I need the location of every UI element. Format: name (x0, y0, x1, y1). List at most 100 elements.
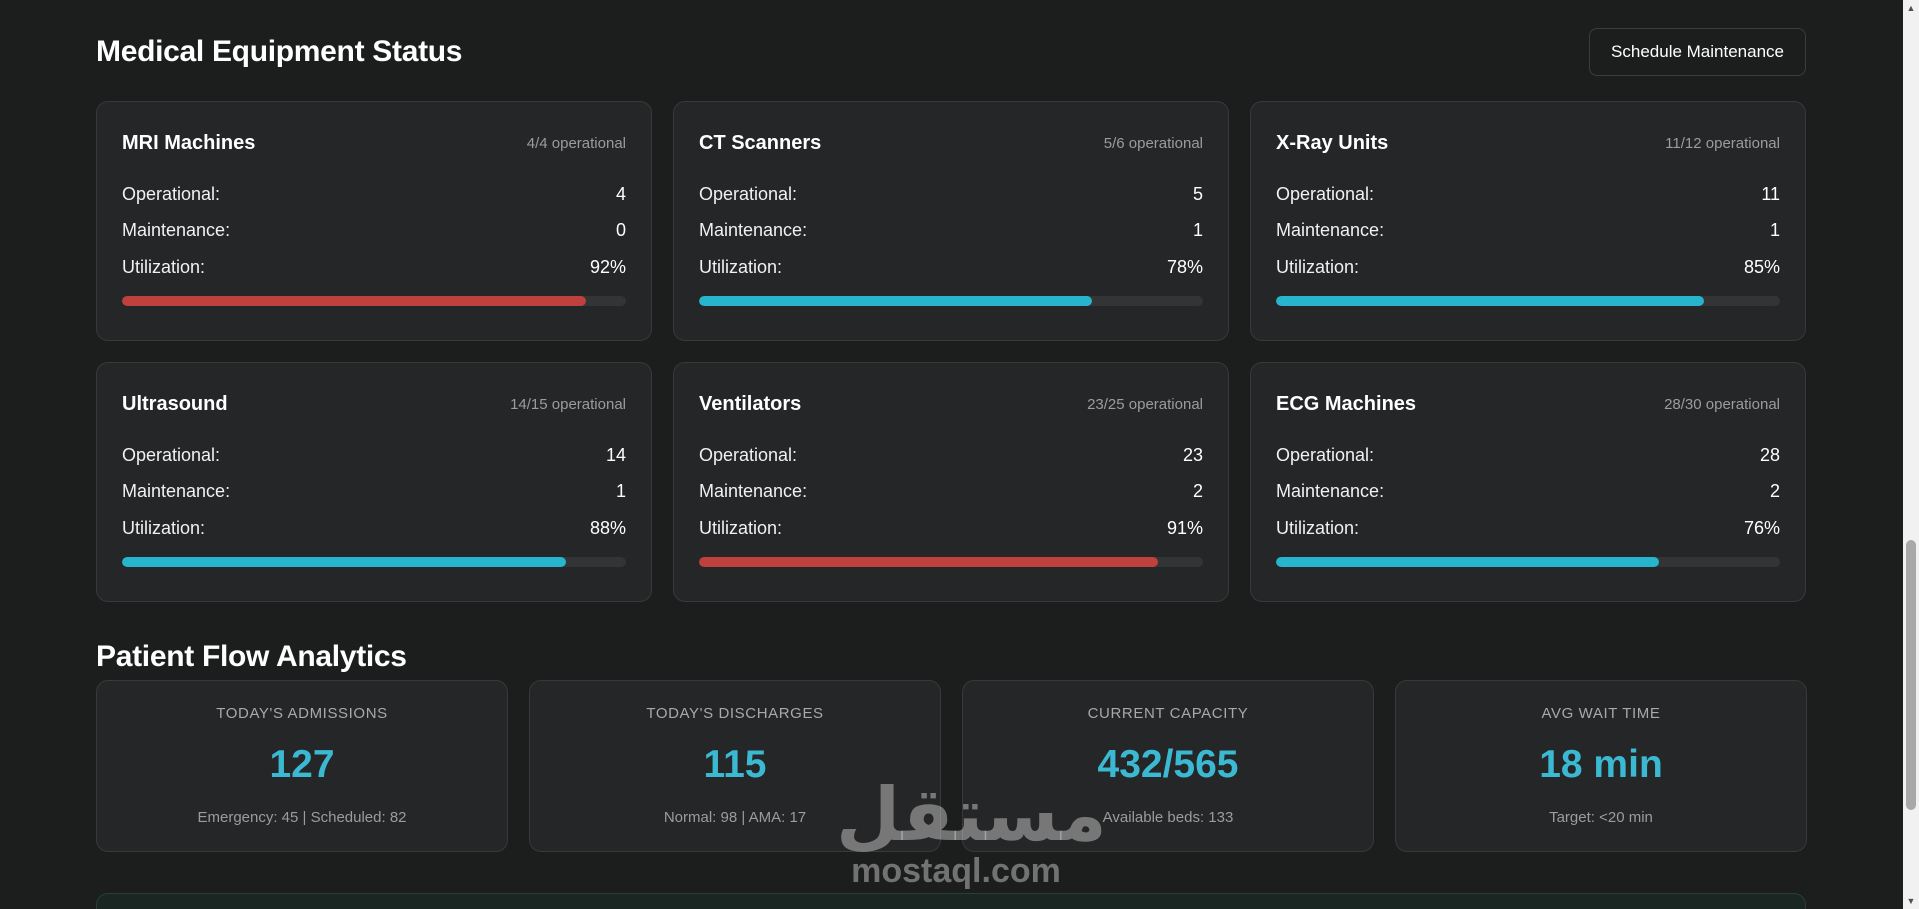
equipment-operational-ratio: 23/25 operational (1087, 395, 1203, 413)
next-section-panel (96, 893, 1806, 909)
stat-note: Emergency: 45 | Scheduled: 82 (197, 809, 407, 826)
equipment-operational-ratio: 4/4 operational (526, 134, 626, 152)
scrollbar-thumb[interactable] (1906, 540, 1916, 810)
maintenance-label: Maintenance: (699, 481, 808, 502)
equipment-card: Ultrasound 14/15 operational Operational… (96, 362, 652, 602)
utilization-label: Utilization: (1276, 517, 1360, 538)
operational-label: Operational: (122, 444, 221, 465)
stat-note: Available beds: 133 (1102, 809, 1234, 826)
operational-count: 28 (1759, 444, 1780, 465)
operational-count: 14 (605, 444, 626, 465)
equipment-card: Ventilators 23/25 operational Operationa… (673, 362, 1229, 602)
stat-value: 18 min (1539, 743, 1663, 786)
utilization-bar-fill (1276, 295, 1705, 306)
operational-count: 11 (1761, 183, 1780, 204)
maintenance-count: 2 (1192, 481, 1203, 502)
utilization-value: 91% (1166, 517, 1203, 538)
operational-row: Operational: 11 (1276, 176, 1780, 213)
equipment-card: ECG Machines 28/30 operational Operation… (1250, 362, 1806, 602)
operational-label: Operational: (699, 444, 798, 465)
operational-row: Operational: 5 (699, 176, 1203, 213)
utilization-bar-fill (122, 295, 586, 306)
operational-row: Operational: 4 (122, 176, 626, 213)
operational-row: Operational: 28 (1276, 437, 1780, 474)
scroll-down-arrow-icon[interactable]: ▼ (1906, 896, 1916, 906)
utilization-label: Utilization: (122, 517, 206, 538)
equipment-name: ECG Machines (1276, 392, 1417, 415)
utilization-row: Utilization: 85% (1276, 249, 1780, 286)
maintenance-label: Maintenance: (122, 220, 231, 241)
operational-count: 23 (1182, 444, 1203, 465)
utilization-row: Utilization: 92% (122, 249, 626, 286)
operational-row: Operational: 23 (699, 437, 1203, 474)
operational-row: Operational: 14 (122, 437, 626, 474)
utilization-bar (1276, 295, 1780, 306)
maintenance-label: Maintenance: (122, 481, 231, 502)
operational-label: Operational: (1276, 183, 1375, 204)
utilization-value: 92% (589, 256, 626, 277)
maintenance-count: 1 (1769, 220, 1780, 241)
stat-card-admissions: TODAY'S ADMISSIONS 127 Emergency: 45 | S… (96, 680, 508, 852)
utilization-row: Utilization: 76% (1276, 510, 1780, 547)
operational-count: 5 (1192, 183, 1203, 204)
utilization-bar (122, 556, 626, 567)
vertical-scrollbar[interactable]: ▲ ▼ (1903, 0, 1919, 909)
utilization-label: Utilization: (1276, 256, 1360, 277)
maintenance-label: Maintenance: (1276, 220, 1385, 241)
stat-label: TODAY'S DISCHARGES (646, 705, 824, 722)
equipment-operational-ratio: 28/30 operational (1664, 395, 1780, 413)
stat-card-discharges: TODAY'S DISCHARGES 115 Normal: 98 | AMA:… (529, 680, 941, 852)
maintenance-count: 1 (1192, 220, 1203, 241)
scroll-up-arrow-icon[interactable]: ▲ (1906, 3, 1916, 13)
watermark-latin-text: mostaql.com (851, 852, 1061, 890)
equipment-section-title: Medical Equipment Status (96, 35, 463, 68)
utilization-row: Utilization: 91% (699, 510, 1203, 547)
maintenance-row: Maintenance: 1 (699, 213, 1203, 250)
maintenance-label: Maintenance: (699, 220, 808, 241)
stat-card-wait-time: AVG WAIT TIME 18 min Target: <20 min (1395, 680, 1807, 852)
maintenance-count: 2 (1769, 481, 1780, 502)
operational-label: Operational: (699, 183, 798, 204)
maintenance-count: 1 (615, 481, 626, 502)
utilization-bar (1276, 556, 1780, 567)
maintenance-row: Maintenance: 1 (1276, 213, 1780, 250)
maintenance-label: Maintenance: (1276, 481, 1385, 502)
operational-label: Operational: (1276, 444, 1375, 465)
utilization-value: 76% (1743, 517, 1780, 538)
equipment-name: Ventilators (699, 392, 802, 415)
utilization-value: 85% (1743, 256, 1780, 277)
stat-value: 115 (703, 743, 767, 786)
equipment-grid: MRI Machines 4/4 operational Operational… (96, 101, 1806, 602)
stat-value: 432/565 (1097, 743, 1239, 786)
stat-value: 127 (269, 743, 335, 786)
utilization-bar (699, 556, 1203, 567)
maintenance-row: Maintenance: 2 (1276, 474, 1780, 511)
equipment-name: CT Scanners (699, 131, 822, 154)
operational-label: Operational: (122, 183, 221, 204)
patient-flow-stats: TODAY'S ADMISSIONS 127 Emergency: 45 | S… (96, 680, 1807, 852)
utilization-value: 78% (1166, 256, 1203, 277)
equipment-name: MRI Machines (122, 131, 256, 154)
utilization-bar-fill (122, 556, 566, 567)
utilization-label: Utilization: (699, 256, 783, 277)
equipment-card: CT Scanners 5/6 operational Operational:… (673, 101, 1229, 341)
operational-count: 4 (615, 183, 626, 204)
equipment-operational-ratio: 11/12 operational (1665, 134, 1780, 152)
utilization-value: 88% (589, 517, 626, 538)
equipment-section-header: Medical Equipment Status Schedule Mainte… (96, 28, 1806, 76)
patient-flow-title: Patient Flow Analytics (96, 640, 407, 673)
equipment-name: X-Ray Units (1276, 131, 1389, 154)
stat-note: Target: <20 min (1549, 809, 1653, 826)
maintenance-count: 0 (615, 220, 626, 241)
equipment-operational-ratio: 14/15 operational (510, 395, 626, 413)
equipment-card: X-Ray Units 11/12 operational Operationa… (1250, 101, 1806, 341)
maintenance-row: Maintenance: 2 (699, 474, 1203, 511)
equipment-card: MRI Machines 4/4 operational Operational… (96, 101, 652, 341)
stat-label: AVG WAIT TIME (1541, 705, 1661, 722)
stat-note: Normal: 98 | AMA: 17 (663, 809, 807, 826)
schedule-maintenance-button[interactable]: Schedule Maintenance (1589, 28, 1806, 76)
utilization-row: Utilization: 88% (122, 510, 626, 547)
equipment-name: Ultrasound (122, 392, 228, 415)
stat-label: CURRENT CAPACITY (1087, 705, 1249, 722)
